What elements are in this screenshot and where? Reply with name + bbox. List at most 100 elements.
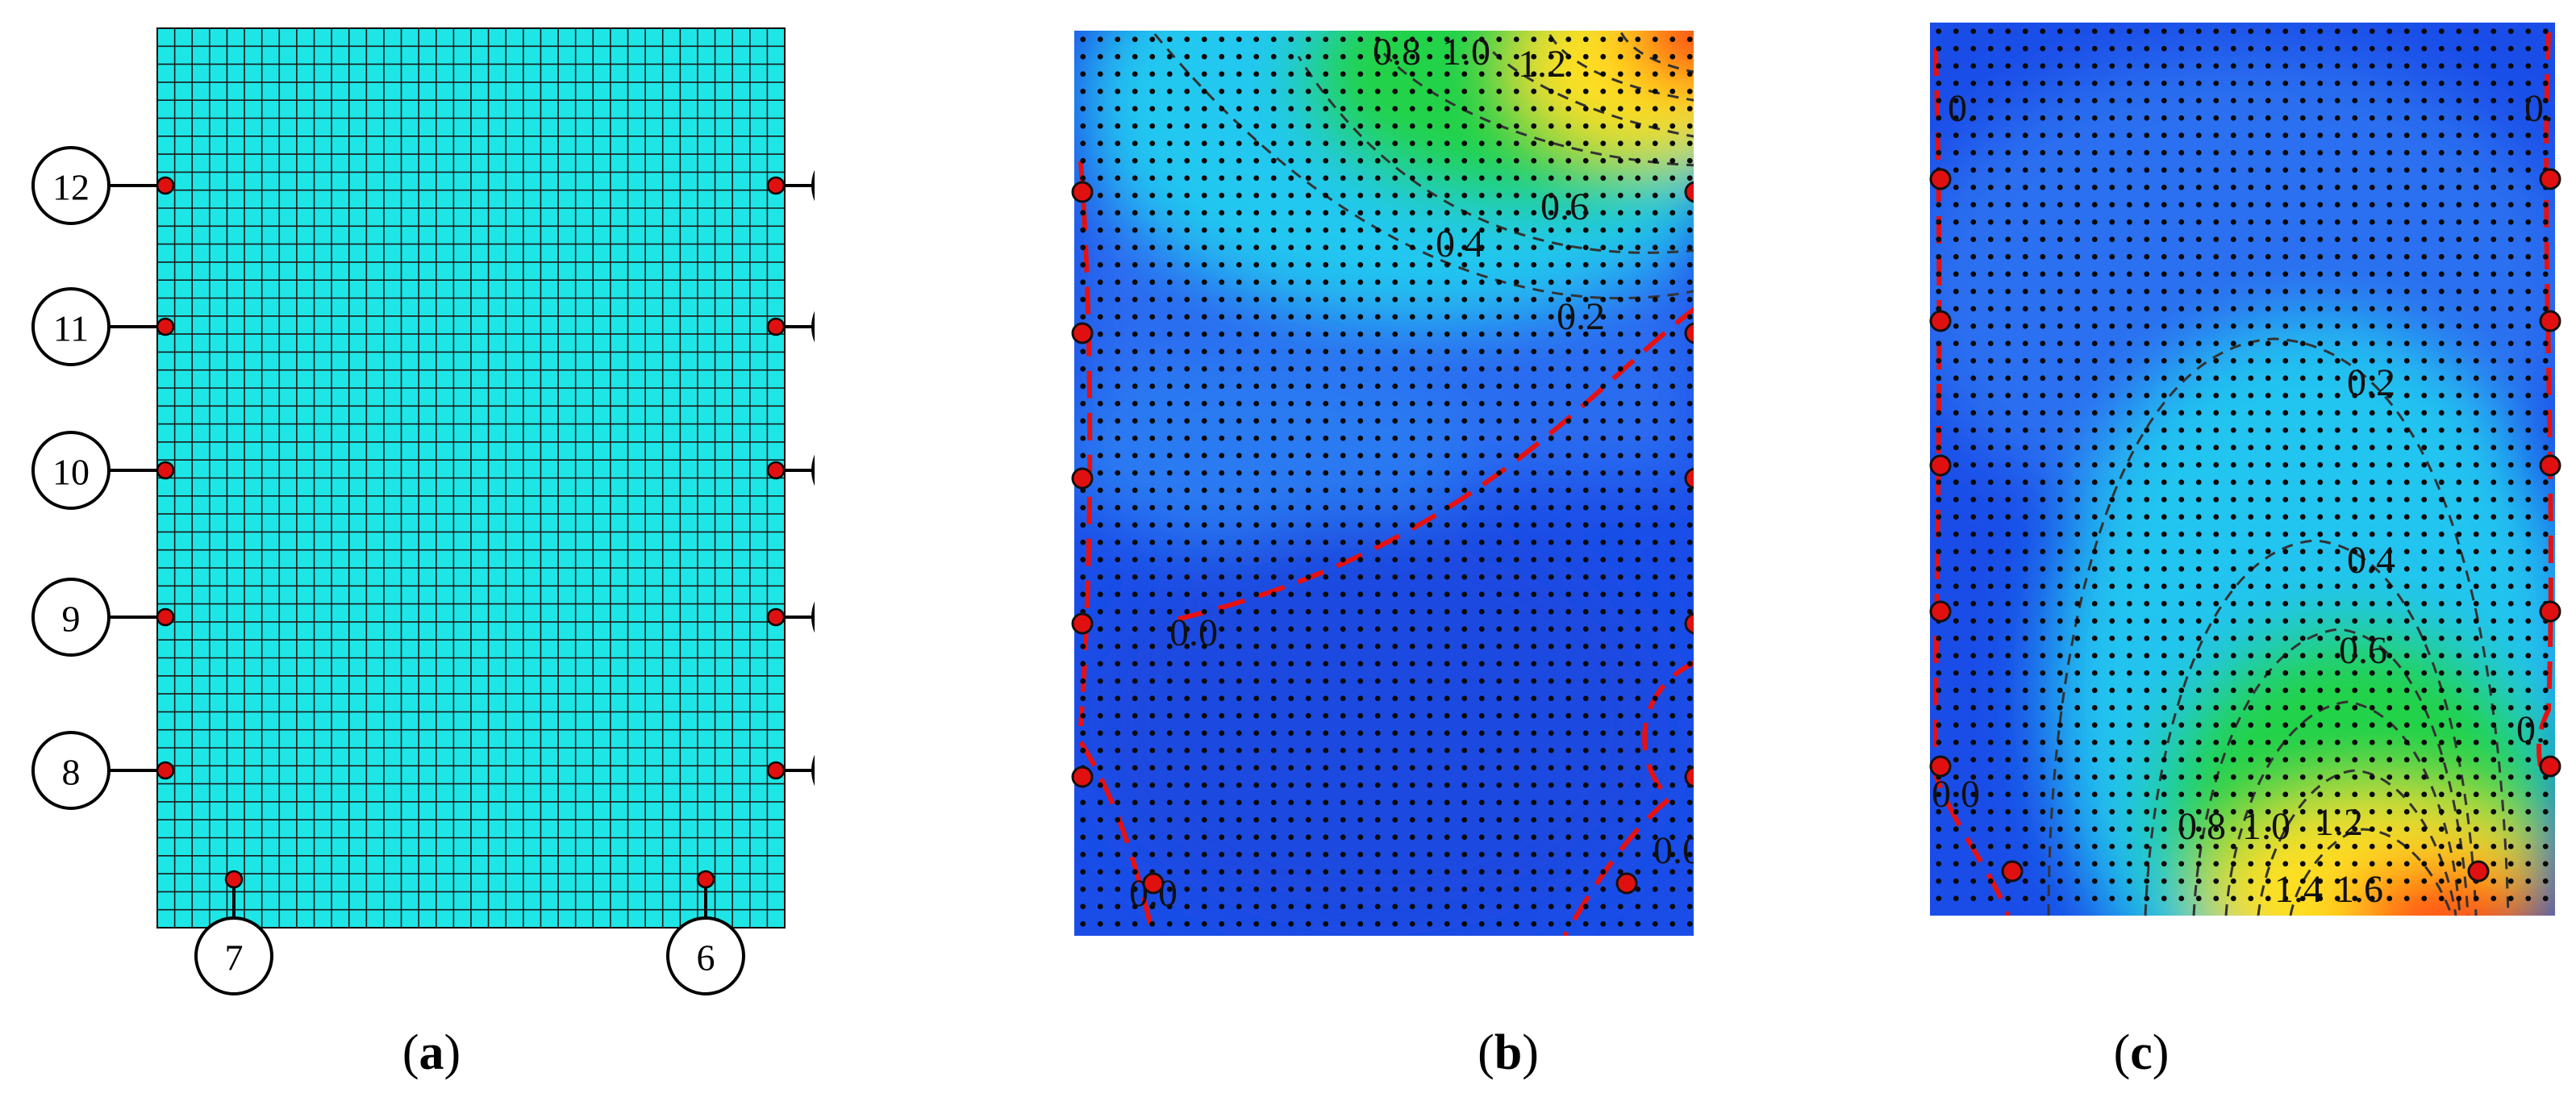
grid-point (2334, 375, 2340, 382)
grid-point (2074, 132, 2081, 139)
grid-point (2195, 653, 2202, 659)
grid-point (1427, 53, 1433, 60)
grid-point (1409, 418, 1415, 424)
grid-point (2230, 687, 2236, 694)
grid-point (1357, 435, 1364, 441)
grid-point (1970, 132, 1977, 139)
sensor-id-circle (31, 287, 110, 366)
grid-point (1582, 504, 1589, 511)
sensor-dot (1929, 454, 1952, 477)
grid-point (1097, 591, 1103, 598)
grid-point (2109, 531, 2115, 537)
grid-point (2178, 600, 2185, 607)
grid-point (2438, 45, 2445, 52)
grid-point (2161, 167, 2167, 173)
grid-point (2491, 132, 2497, 139)
grid-point (1253, 608, 1260, 615)
grid-point (1427, 608, 1433, 615)
grid-point (1288, 678, 1294, 684)
grid-point (1305, 314, 1311, 320)
grid-point (2161, 583, 2167, 590)
grid-point (1635, 36, 1641, 43)
grid-point (2403, 791, 2410, 798)
grid-point (1600, 904, 1607, 910)
sensor-id-label: 12 (52, 167, 90, 208)
grid-point (2265, 45, 2271, 52)
grid-point (1953, 98, 1959, 104)
grid-point (1097, 192, 1103, 198)
grid-point (1149, 123, 1156, 129)
grid-point (2074, 496, 2081, 503)
grid-point (2005, 461, 2011, 468)
grid-point (1080, 157, 1086, 164)
grid-point (1617, 123, 1624, 129)
grid-point (2299, 583, 2306, 590)
grid-point (1080, 834, 1086, 841)
grid-point (1531, 904, 1537, 910)
grid-point (2248, 375, 2254, 382)
grid-point (1531, 192, 1537, 198)
grid-point (1970, 427, 1977, 433)
grid-point (1392, 261, 1398, 268)
grid-point (2005, 549, 2011, 555)
grid-point (1548, 400, 1554, 407)
grid-point (1635, 453, 1641, 459)
grid-point (1686, 851, 1693, 858)
grid-point (2040, 323, 2046, 329)
grid-point (2144, 826, 2150, 833)
grid-point (1115, 834, 1121, 841)
grid-point (2248, 444, 2254, 451)
grid-point (2369, 861, 2375, 867)
grid-point (1548, 175, 1554, 182)
grid-point (1461, 557, 1468, 563)
grid-point (2491, 687, 2497, 694)
grid-point (2507, 461, 2514, 468)
grid-point (1288, 695, 1294, 702)
grid-point (2507, 115, 2514, 121)
grid-point (2299, 202, 2306, 208)
grid-point (2057, 496, 2063, 503)
grid-point (1149, 331, 1156, 337)
grid-point (1427, 88, 1433, 94)
grid-point (2213, 479, 2220, 486)
grid-point (1970, 45, 1977, 52)
grid-point (2386, 167, 2393, 173)
grid-point (1323, 816, 1329, 823)
grid-point (1635, 557, 1641, 563)
grid-point (2369, 253, 2375, 260)
grid-point (2525, 375, 2532, 382)
grid-point (2403, 45, 2410, 52)
grid-point (1496, 591, 1503, 598)
grid-point (1953, 340, 1959, 347)
grid-point (2248, 184, 2254, 190)
grid-point (1686, 643, 1693, 649)
grid-point (1201, 904, 1207, 910)
sensor-markers (1929, 168, 2561, 883)
grid-point (1132, 522, 1138, 528)
grid-point (1253, 626, 1260, 632)
grid-point (2299, 687, 2306, 694)
grid-point (2282, 704, 2289, 711)
grid-point (1953, 236, 1959, 243)
grid-point (1270, 331, 1277, 337)
grid-point (2213, 826, 2220, 833)
grid-point (2230, 306, 2236, 312)
grid-point (2438, 444, 2445, 451)
grid-point (1953, 566, 1959, 572)
grid-point (1166, 712, 1173, 719)
grid-point (1669, 88, 1676, 94)
grid-point (1565, 643, 1572, 649)
grid-point (2022, 80, 2028, 86)
grid-point (2126, 149, 2132, 156)
grid-point (1219, 522, 1225, 528)
grid-point (2161, 895, 2167, 902)
grid-point (1080, 730, 1086, 737)
grid-point (1513, 591, 1519, 598)
grid-point (2491, 843, 2497, 849)
grid-point (1184, 522, 1190, 528)
grid-point (1080, 435, 1086, 441)
grid-point (1340, 314, 1346, 320)
grid-point (1270, 799, 1277, 806)
grid-point (1496, 869, 1503, 875)
grid-point (2403, 80, 2410, 86)
